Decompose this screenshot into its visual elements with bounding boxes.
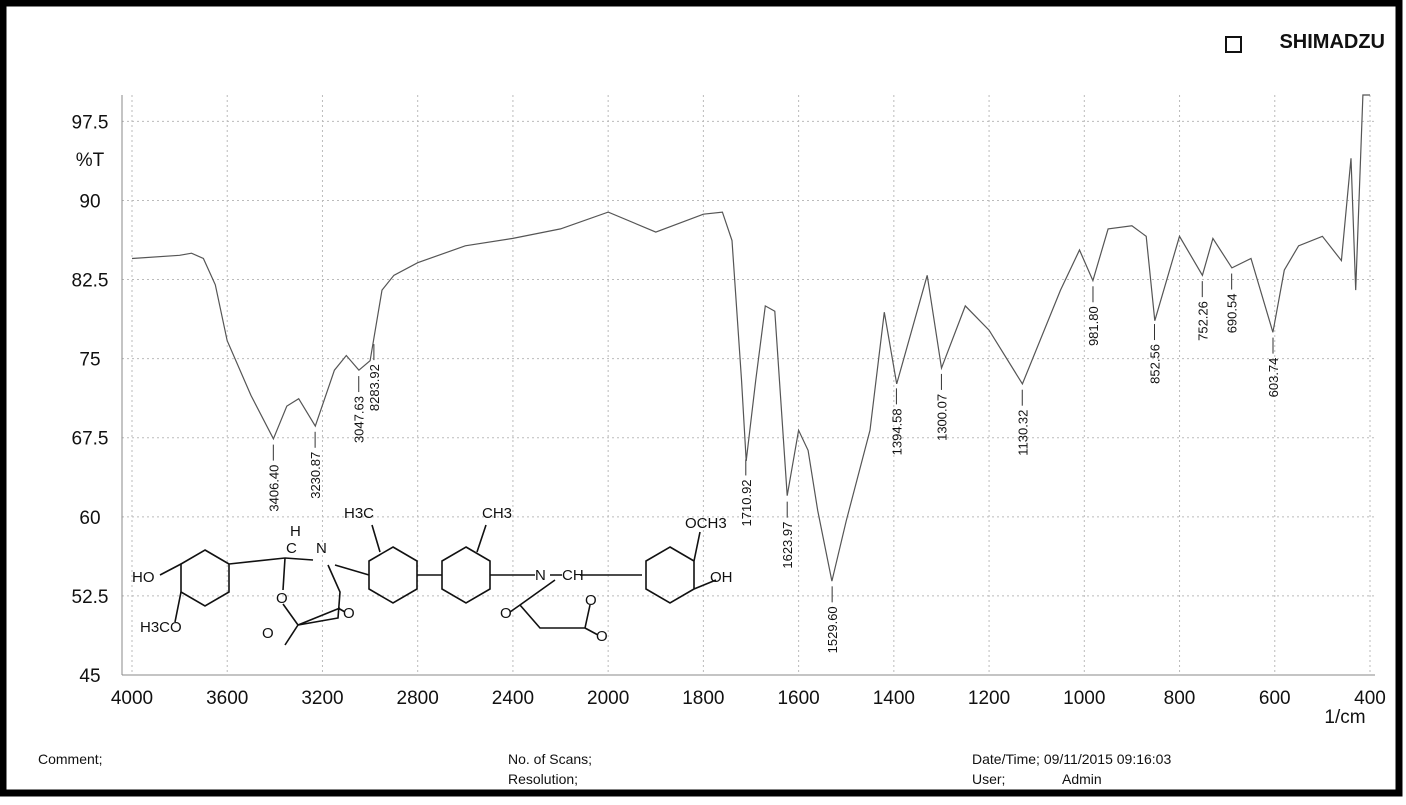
annotation: 8283.92 [367, 364, 382, 411]
brand: SHIMADZU [1279, 31, 1385, 53]
y-tick-label: 75 [79, 350, 100, 371]
y-axis-label: %T [76, 150, 105, 171]
annotation: 1623.97 [780, 522, 795, 569]
annotation: 603.74 [1266, 358, 1281, 398]
x-tick-label: 800 [1164, 688, 1196, 709]
footer-text: Date/Time; 09/11/2015 09:16:03 [972, 751, 1171, 767]
bonds-left [180, 549, 346, 646]
structure-label: H [290, 523, 301, 540]
x-tick-label: 600 [1259, 688, 1291, 709]
y-tick-label: 52.5 [72, 587, 109, 608]
annotation: 981.80 [1086, 306, 1101, 346]
x-tick-label: 1200 [968, 688, 1010, 709]
x-tick-label: 400 [1354, 688, 1386, 709]
structure-label: O [262, 625, 274, 642]
annotation: 1529.60 [825, 606, 840, 653]
structure-label: OCH3 [685, 515, 727, 532]
brand-logo [1225, 36, 1242, 53]
x-tick-label: 1600 [777, 688, 819, 709]
annotation: 1710.92 [739, 479, 754, 526]
structure-label: CH [562, 567, 584, 584]
y-tick-label: 82.5 [72, 271, 109, 292]
annotation: 852.56 [1148, 344, 1163, 384]
y-tick-label: 97.5 [72, 112, 109, 133]
x-tick-label: 4000 [111, 688, 153, 709]
footer-text: No. of Scans; [508, 751, 592, 767]
footer-text: User; [972, 771, 1005, 787]
structure-label: OH [710, 569, 733, 586]
structure-label: O [596, 628, 608, 645]
structure-label: H3C [344, 505, 374, 522]
structure-label: C [286, 540, 297, 557]
structure-label: O [343, 605, 355, 622]
structure: HO H3CO H C N O O O H3C CH3 N CH O O O O… [132, 505, 733, 646]
y-tick-label: 45 [79, 666, 100, 687]
structure-label: HO [132, 569, 155, 586]
annotation: 3230.87 [308, 452, 323, 499]
x-tick-label: 2400 [492, 688, 534, 709]
structure-label: O [276, 590, 288, 607]
annotation: 1300.07 [934, 394, 949, 441]
footer-text: Comment; [38, 751, 103, 767]
x-tick-label: 3200 [301, 688, 343, 709]
annotation: 752.26 [1195, 301, 1210, 341]
x-tick-label: 1800 [682, 688, 724, 709]
structure-label: N [316, 540, 327, 557]
x-axis-label: 1/cm [1324, 707, 1365, 728]
annotation: 3406.40 [266, 465, 281, 512]
x-tick-label: 2800 [397, 688, 439, 709]
x-tick-label: 1400 [873, 688, 915, 709]
structure-label: CH3 [482, 505, 512, 522]
structure-label: H3CO [140, 619, 182, 636]
x-tick-label: 2000 [587, 688, 629, 709]
footer-text: Admin [1062, 771, 1102, 787]
y-tick-label: 90 [79, 191, 100, 212]
y-tick-label: 67.5 [72, 429, 109, 450]
structure-label: O [585, 592, 597, 609]
annotation: 3047.63 [352, 396, 367, 443]
footer-text: Resolution; [508, 771, 578, 787]
spectrum-line [131, 94, 1370, 582]
structure-label: N [535, 567, 546, 584]
annotation: 1394.58 [889, 408, 904, 455]
annotation: 1130.32 [1015, 410, 1030, 456]
structure-label: O [500, 605, 512, 622]
x-tick-label: 1000 [1063, 688, 1105, 709]
annotation: 690.54 [1225, 294, 1240, 334]
plot [121, 94, 1375, 676]
bonds-middle [334, 524, 642, 636]
x-tick-label: 3600 [206, 688, 248, 709]
bonds-right [159, 531, 717, 623]
y-tick-label: 60 [79, 508, 100, 529]
